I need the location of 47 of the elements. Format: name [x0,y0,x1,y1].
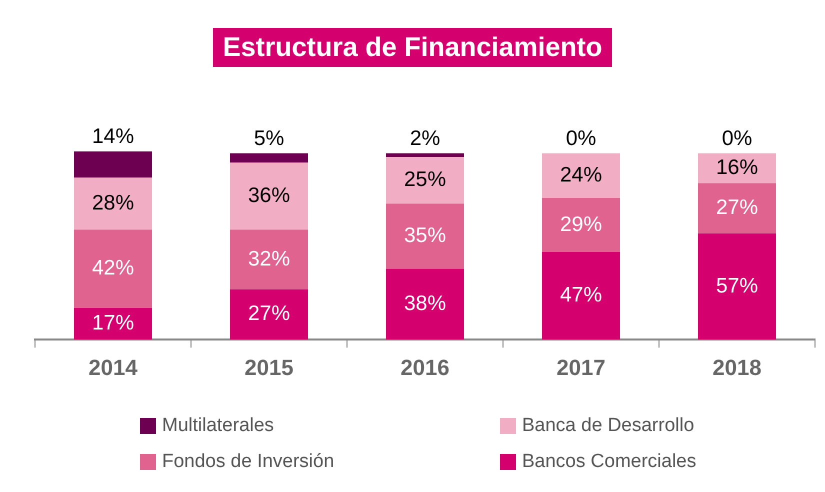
legend-label: Banca de Desarrollo [522,415,694,437]
bar [386,204,464,269]
bar [698,183,776,234]
bar [386,153,464,157]
data-label: 14% [92,125,134,148]
bar [230,230,308,290]
data-label: 38% [404,292,446,315]
x-tick-label: 2014 [88,354,138,380]
bar [74,151,152,178]
data-label: 36% [248,184,290,207]
x-tick-label: 2016 [400,354,450,380]
data-label: 2% [410,127,440,150]
data-label: 47% [560,284,602,307]
bar [230,289,308,340]
bar [74,308,152,340]
data-label: 57% [716,274,758,298]
data-label: 25% [404,168,446,192]
data-label: 32% [248,247,290,270]
legend-label: Multilaterales [162,415,274,437]
bar [386,156,464,204]
data-label: 5% [254,127,284,150]
data-label: 35% [404,224,446,247]
bar [542,252,620,340]
data-label: 42% [92,256,134,280]
bar [230,162,308,230]
data-label: 29% [560,212,602,236]
data-label: 0% [722,127,752,150]
legend-label: Fondos de Inversión [162,451,334,473]
legend-label: Bancos Comerciales [522,451,696,473]
x-tick-label: 2018 [712,354,762,380]
x-tick-label: 2017 [556,354,606,380]
bar [230,153,308,163]
bar [542,153,620,198]
bar [698,233,776,340]
data-label: 17% [92,312,134,335]
data-label: 28% [92,191,134,214]
data-label: 24% [560,163,602,186]
bar [74,177,152,230]
data-label: 0% [566,127,596,150]
bar [386,268,464,340]
data-label: 16% [716,156,758,179]
data-label: 27% [248,302,290,326]
data-label: 27% [716,196,758,220]
bar [542,198,620,252]
bar [74,230,152,308]
x-tick-label: 2015 [244,354,294,380]
chart-title: Estructura de Financiamiento [212,28,612,67]
